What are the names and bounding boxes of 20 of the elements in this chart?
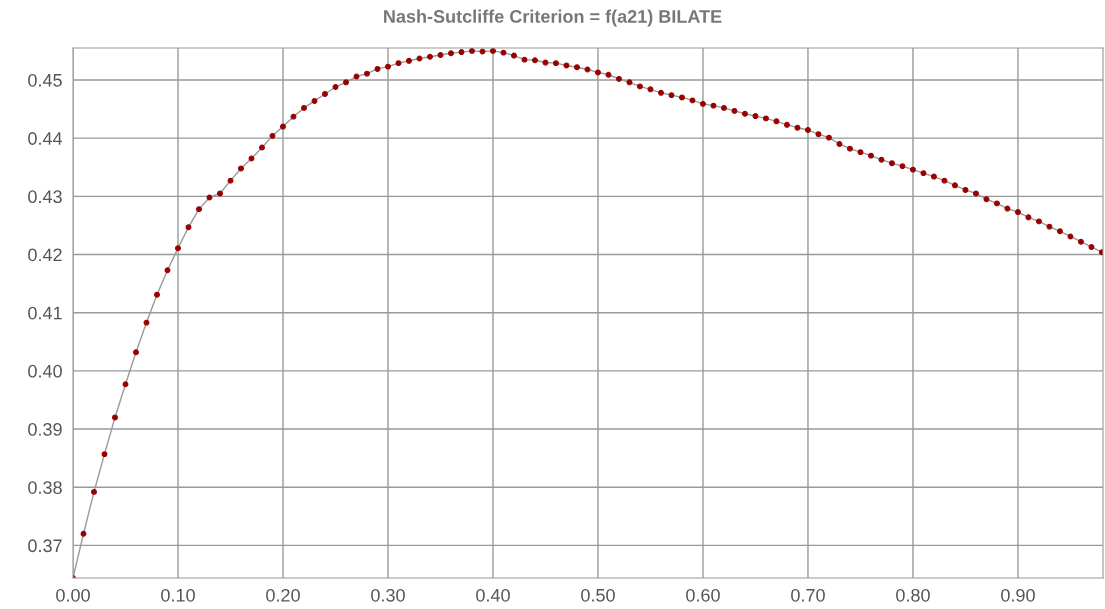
y-tick-label: 0.44 [28,132,63,145]
x-tick-label: 0.90 [1001,588,1035,602]
x-tick-label: 0.40 [476,588,510,602]
y-tick-label: 0.42 [28,248,62,262]
x-tick-label: 0.60 [686,588,720,602]
x-tick-label: 0.30 [371,588,405,602]
y-tick-label: 0.41 [28,306,62,320]
y-tick-label: 0.39 [28,423,62,436]
y-tick-label: 0.43 [28,190,62,204]
y-tick-label: 0.40 [28,364,62,378]
x-tick-label: 0.70 [791,588,825,602]
y-tick-label: 0.38 [28,481,62,494]
chart-title: Nash-Sutcliffe Criterion = f(a21) BILATE [384,9,722,27]
x-tick-label: 0.10 [161,588,195,602]
x-tick-label: 0.50 [581,588,615,602]
x-tick-label: 0.80 [896,588,930,602]
y-tick-label: 0.37 [28,539,62,553]
y-tick-label: 0.45 [28,73,62,87]
x-tick-label: 0.20 [266,588,300,602]
x-tick-label: 0.00 [56,588,90,602]
